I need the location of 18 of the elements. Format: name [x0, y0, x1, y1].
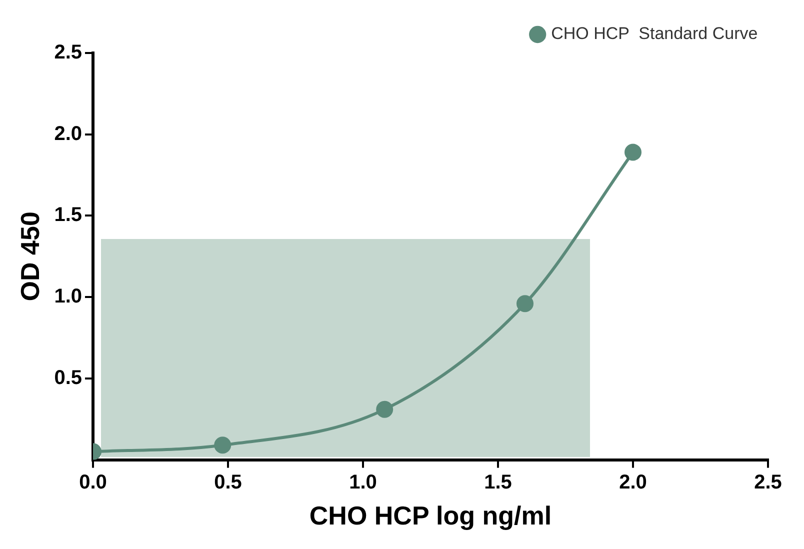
y-tick-label: 1.5 — [54, 204, 82, 226]
y-tick-label: 2.0 — [54, 122, 82, 145]
x-tick-label: 2.5 — [754, 471, 782, 494]
y-tick-label: 0.5 — [54, 366, 82, 389]
y-axis-title: OD 450 — [14, 212, 45, 302]
point — [516, 295, 534, 312]
point — [214, 436, 232, 454]
x-axis-title: CHO HCP log ng/ml — [309, 500, 552, 531]
y-tick-label: 2.5 — [54, 42, 82, 64]
point — [624, 144, 642, 161]
y-tick-label: 1.0 — [54, 286, 82, 308]
legend-label: CHO HCP Standard Curve — [551, 24, 758, 44]
x-tick-label: 2.0 — [619, 471, 647, 494]
point — [376, 400, 394, 418]
x-tick-label: 1.5 — [484, 471, 512, 494]
x-tick-label: 0.5 — [214, 471, 242, 494]
x-tick-label: 1.0 — [349, 471, 377, 494]
x-tick-label: 0.0 — [79, 471, 107, 494]
